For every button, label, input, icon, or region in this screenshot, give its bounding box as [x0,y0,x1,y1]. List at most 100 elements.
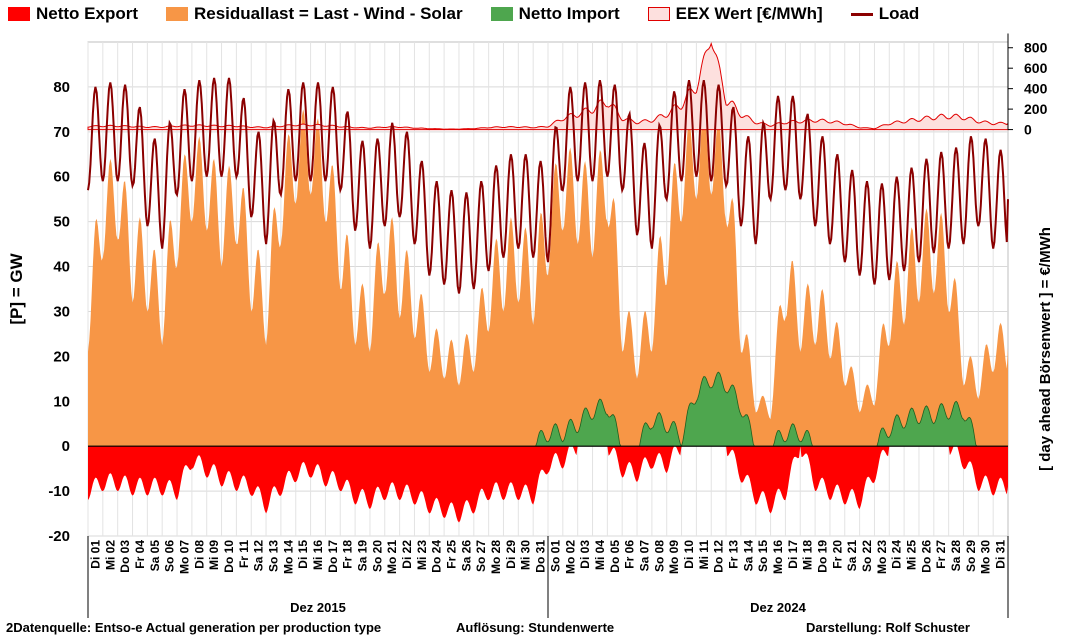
group-label-2015: Dez 2015 [290,600,346,615]
legend-item-residuallast: Residuallast = Last - Wind - Solar [166,2,463,26]
legend-item-eex: EEX Wert [€/MWh] [647,2,823,26]
x-tick-label: Mo 23 [875,540,889,574]
x-tick-label: Mi 02 [103,540,117,570]
legend-swatch-residuallast [166,7,188,21]
series-residuallast-area [88,107,1008,447]
x-tick-label: Di 03 [578,540,592,569]
y-tick-label: 0 [62,438,70,455]
x-tick-label: Do 26 [919,540,933,573]
x-tick-label: Di 22 [400,540,414,569]
x-tick-label: Fr 18 [341,540,355,569]
x-tick-label: So 15 [756,540,770,572]
x-tick-label: Sa 07 [637,540,651,572]
legend-item-load: Load [850,2,920,26]
y2-axis-label: [ day ahead Börsenwert ] = €/MWh [1037,227,1054,471]
y-tick-label: 60 [53,169,70,186]
x-tick-label: Do 05 [608,540,622,573]
footer-source: 2Datenquelle: Entso-e Actual generation … [6,620,382,635]
x-tick-label: Fr 04 [133,540,147,569]
legend-swatch-eex [647,7,670,21]
series-netto-export-area [88,446,1008,523]
y-tick-label: -20 [48,528,70,545]
y-tick-label: 30 [53,303,70,320]
legend: Netto Export Residuallast = Last - Wind … [8,2,1064,26]
x-tick-label: Sa 14 [741,540,755,572]
x-tick-label: Di 24 [890,540,904,569]
y-tick-label: 50 [53,214,70,231]
x-tick-label: Di 29 [504,540,518,569]
y-tick-label: 70 [53,124,70,141]
legend-label-eex: EEX Wert [€/MWh] [675,4,823,23]
footer-resolution: Auflösung: Stundenwerte [456,620,615,635]
x-tick-label: Di 17 [786,540,800,569]
x-tick-label: So 29 [964,540,978,572]
x-tick-label: Fr 13 [726,540,740,569]
x-tick-label: Do 31 [534,540,548,573]
y-tick-label: -10 [48,483,70,500]
x-tick-label: So 22 [860,540,874,572]
x-tick-label: Mi 11 [697,540,711,570]
x-tick-label: Fr 27 [934,540,948,569]
x-tick-label: Sa 19 [356,540,370,572]
x-tick-label: Sa 12 [252,540,266,572]
x-tick-label: Sa 26 [459,540,473,572]
x-tick-label: Fr 25 [445,540,459,569]
x-tick-label: Mi 04 [593,540,607,570]
x-tick-label: Fr 20 [830,540,844,569]
x-tick-label: So 20 [370,540,384,572]
x-tick-label: Mo 30 [979,540,993,574]
x-tick-label: So 08 [652,540,666,572]
group-label-2024: Dez 2024 [750,600,806,615]
x-tick-label: Mi 16 [311,540,325,570]
legend-label-residuallast: Residuallast = Last - Wind - Solar [194,4,463,23]
x-tick-label: Sa 05 [148,540,162,572]
x-tick-label: Mo 28 [489,540,503,574]
footer: 2Datenquelle: Entso-e Actual generation … [6,620,1066,638]
x-tick-label: Fr 06 [623,540,637,569]
legend-item-netto-export: Netto Export [8,2,138,26]
legend-swatch-netto-import [490,7,513,21]
legend-label-load: Load [878,4,920,23]
y-tick-label: 80 [53,79,70,96]
x-tick-label: Do 17 [326,540,340,573]
x-tick-label: Sa 28 [949,540,963,572]
y-tick-label: 10 [53,393,70,410]
x-tick-label: Mo 09 [667,540,681,574]
y2-tick-label: 200 [1024,101,1048,117]
x-tick-label: Mo 21 [385,540,399,574]
x-tick-label: So 13 [266,540,280,572]
x-tick-label: Sa 21 [845,540,859,572]
x-tick-label: Do 10 [222,540,236,573]
x-tick-label: Di 10 [682,540,696,569]
y2-tick-label: 400 [1024,81,1048,97]
x-tick-label: Mi 23 [415,540,429,570]
x-tick-label: Do 24 [430,540,444,573]
series-load-line [87,77,1009,294]
x-tick-label: Mi 25 [905,540,919,570]
x-tick-label: Di 08 [192,540,206,569]
y2-tick-label: 600 [1024,60,1048,76]
point-eex-42 [718,37,719,38]
x-tick-label: Fr 11 [237,540,251,568]
x-tick-label: So 06 [163,540,177,572]
x-tick-label: Mi 18 [801,540,815,570]
x-tick-label: Do 12 [712,540,726,573]
x-tick-label: Di 31 [994,540,1008,569]
y2-tick-label: 800 [1024,40,1048,56]
x-tick-label: Mo 07 [177,540,191,574]
x-tick-label: Mo 02 [563,540,577,574]
y-tick-label: 40 [53,259,70,276]
legend-swatch-load [850,12,873,16]
x-tick-label: Do 03 [118,540,132,573]
x-tick-label: Di 15 [296,540,310,569]
y-tick-label: 20 [53,348,70,365]
x-tick-label: Mi 09 [207,540,221,570]
x-tick-label: So 01 [548,540,562,572]
x-tick-label: Mi 30 [519,540,533,570]
y2-tick-label: 0 [1024,122,1032,138]
x-tick-label: So 27 [474,540,488,572]
footer-author: Darstellung: Rolf Schuster [806,620,970,635]
x-tick-label: Di 01 [88,540,102,569]
